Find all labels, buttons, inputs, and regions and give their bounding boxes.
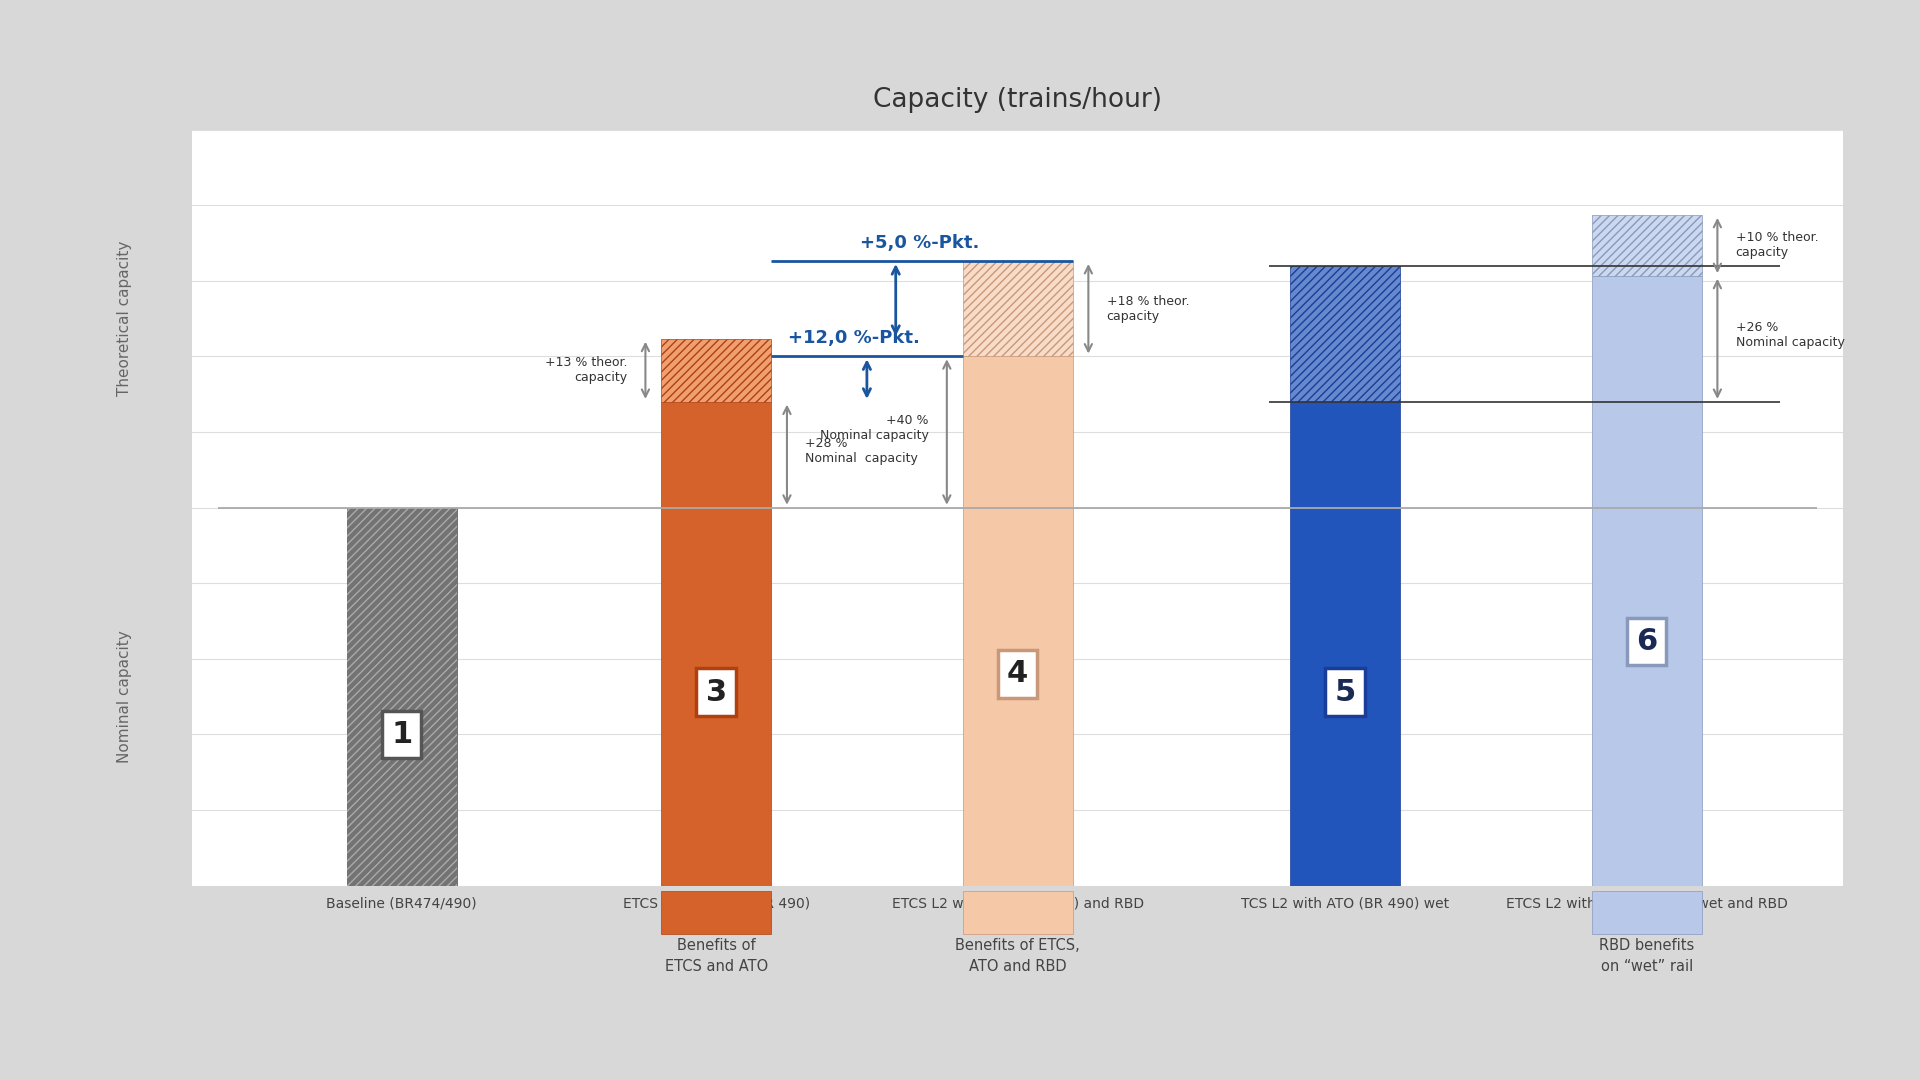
Text: RBD benefits
on “wet” rail: RBD benefits on “wet” rail (1599, 937, 1693, 974)
Text: 3: 3 (707, 677, 728, 706)
Bar (660, 339, 772, 402)
Text: 5: 5 (1334, 677, 1356, 706)
Text: 1: 1 (392, 720, 413, 748)
Text: Theoretical capacity: Theoretical capacity (117, 241, 132, 396)
Bar (348, 508, 457, 886)
Bar (1592, 276, 1701, 886)
Bar (1290, 267, 1400, 402)
Bar (1592, 215, 1701, 276)
Text: +5,0 %-Pkt.: +5,0 %-Pkt. (860, 234, 979, 252)
Text: +18 % theor.
capacity: +18 % theor. capacity (1106, 295, 1188, 323)
Text: Benefits of
ETCS and ATO: Benefits of ETCS and ATO (664, 937, 768, 974)
Bar (962, 356, 1073, 886)
Text: +13 % theor.
capacity: +13 % theor. capacity (545, 356, 628, 384)
Bar (348, 508, 457, 886)
Text: Nominal capacity: Nominal capacity (117, 631, 132, 762)
Bar (660, 402, 772, 886)
Title: Capacity (trains/hour): Capacity (trains/hour) (874, 87, 1162, 113)
Text: Benefits of ETCS,
ATO and RBD: Benefits of ETCS, ATO and RBD (956, 937, 1079, 974)
Text: 4: 4 (1006, 660, 1029, 688)
Text: +40 %
Nominal capacity: +40 % Nominal capacity (820, 415, 929, 442)
Bar (962, 261, 1073, 356)
Text: +12,0 %-Pkt.: +12,0 %-Pkt. (787, 329, 920, 348)
Text: +10 % theor.
capacity: +10 % theor. capacity (1736, 231, 1818, 259)
Text: +26 %
Nominal capacity: +26 % Nominal capacity (1736, 321, 1845, 349)
Text: +28 %
Nominal  capacity: +28 % Nominal capacity (804, 437, 918, 464)
Bar (1290, 402, 1400, 886)
Text: 6: 6 (1636, 627, 1657, 657)
